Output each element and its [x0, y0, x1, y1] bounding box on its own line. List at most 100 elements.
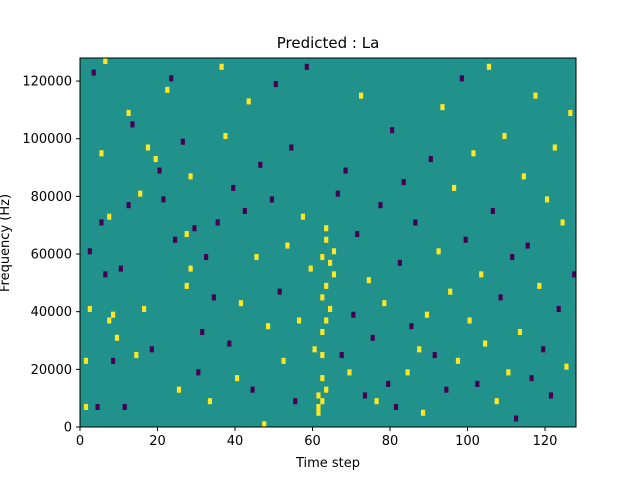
heatmap-cell: [266, 323, 271, 330]
heatmap-cell: [339, 352, 344, 359]
heatmap-cell: [529, 375, 534, 382]
heatmap-cell: [320, 398, 325, 405]
heatmap-cell: [103, 271, 108, 278]
heatmap-cell: [362, 392, 368, 399]
heatmap-cell: [401, 179, 406, 186]
heatmap-cell: [254, 254, 259, 261]
heatmap-cell: [479, 271, 484, 278]
heatmap-cell: [83, 403, 89, 411]
heatmap-cell: [87, 305, 92, 312]
heatmap-cell: [494, 398, 499, 405]
heatmap-cell: [560, 219, 565, 226]
heatmap-cell: [238, 300, 244, 307]
heatmap-cell: [359, 92, 364, 99]
heatmap-cell: [269, 196, 275, 203]
heatmap-cell: [390, 127, 395, 134]
heatmap-cell: [316, 392, 321, 399]
heatmap-cell: [556, 305, 561, 312]
heatmap-cell: [103, 58, 108, 65]
heatmap-cell: [126, 109, 131, 116]
heatmap-cell: [246, 98, 251, 105]
heatmap-cell: [111, 311, 116, 318]
heatmap-cell: [459, 75, 464, 82]
x-tick-label: 100: [455, 434, 480, 449]
heatmap-cell: [548, 392, 554, 399]
heatmap-cell: [324, 236, 329, 243]
heatmap-cell: [502, 132, 507, 140]
heatmap-cell: [537, 282, 542, 289]
y-tick-label: 0: [64, 421, 72, 436]
heatmap-cell: [277, 288, 282, 295]
y-tick-label: 80000: [31, 190, 72, 205]
heatmap-cell: [95, 403, 100, 411]
heatmap-cell: [386, 380, 391, 387]
heatmap-cell: [409, 323, 414, 330]
heatmap-cell: [471, 150, 476, 157]
y-axis: 0 20000 40000 60000 80000 100000 120000: [22, 75, 80, 436]
heatmap-cell: [397, 259, 402, 266]
heatmap-cell: [231, 184, 236, 191]
heatmap-cell: [467, 317, 472, 324]
heatmap-cell: [107, 213, 112, 220]
x-tick-label: 120: [533, 434, 558, 449]
heatmap-cell: [541, 346, 546, 353]
x-tick-label: 60: [304, 434, 321, 449]
heatmap-cell: [366, 277, 371, 284]
heatmap-cell: [111, 357, 116, 364]
heatmap-cell: [180, 138, 185, 145]
heatmap-cell: [448, 288, 453, 295]
heatmap-cell: [83, 357, 89, 364]
heatmap-cell: [242, 207, 247, 214]
heatmap-cell: [320, 328, 325, 336]
heatmap-cell: [188, 265, 193, 272]
heatmap-cell: [393, 403, 399, 411]
heatmap-cell: [289, 144, 294, 151]
y-tick-label: 40000: [31, 305, 72, 320]
heatmap-cell: [87, 248, 92, 255]
heatmap-cell: [122, 403, 127, 411]
heatmap-cell: [320, 375, 325, 382]
heatmap-cell: [320, 294, 325, 301]
heatmap-cell: [533, 92, 538, 99]
heatmap-cell: [510, 254, 515, 261]
heatmap-cell: [184, 282, 189, 289]
heatmap-cell: [343, 167, 348, 174]
heatmap-cell: [91, 69, 96, 76]
heatmap-cell: [204, 254, 209, 261]
chart-title: Predicted : La: [277, 34, 380, 52]
heatmap-cell: [107, 317, 112, 324]
heatmap-cell: [308, 265, 313, 272]
heatmap-cell: [250, 386, 255, 393]
heatmap-cell: [324, 386, 329, 393]
heatmap-cell: [173, 236, 178, 243]
heatmap-cell: [196, 369, 201, 376]
x-tick-label: 0: [76, 434, 84, 449]
heatmap-cell: [328, 305, 333, 312]
y-tick-label: 100000: [22, 132, 72, 147]
heatmap-cell: [483, 340, 488, 347]
y-tick-label: 20000: [31, 363, 72, 378]
heatmap-cell: [134, 352, 139, 359]
heatmap-cell: [223, 132, 228, 140]
heatmap-cell: [312, 346, 317, 353]
heatmap-cell: [165, 86, 170, 93]
x-tick-label: 80: [382, 434, 399, 449]
heatmap-cell: [138, 190, 143, 197]
heatmap-cell: [157, 167, 162, 174]
heatmap-cell: [126, 202, 131, 209]
heatmap-cell: [572, 271, 577, 278]
heatmap-cell: [262, 421, 267, 428]
heatmap-cell: [424, 311, 430, 318]
heatmap-cell: [514, 415, 519, 422]
heatmap-cell: [169, 75, 174, 82]
heatmap-cell: [564, 363, 569, 370]
heatmap-cell: [521, 173, 526, 180]
heatmap-cell: [320, 352, 325, 359]
plot-area: [79, 57, 577, 428]
heatmap-cell: [347, 369, 352, 376]
heatmap-cell: [351, 311, 356, 318]
heatmap-cell: [285, 242, 290, 249]
heatmap-cell: [297, 317, 302, 324]
heatmap-cell: [281, 357, 286, 364]
heatmap-cell: [355, 230, 360, 238]
